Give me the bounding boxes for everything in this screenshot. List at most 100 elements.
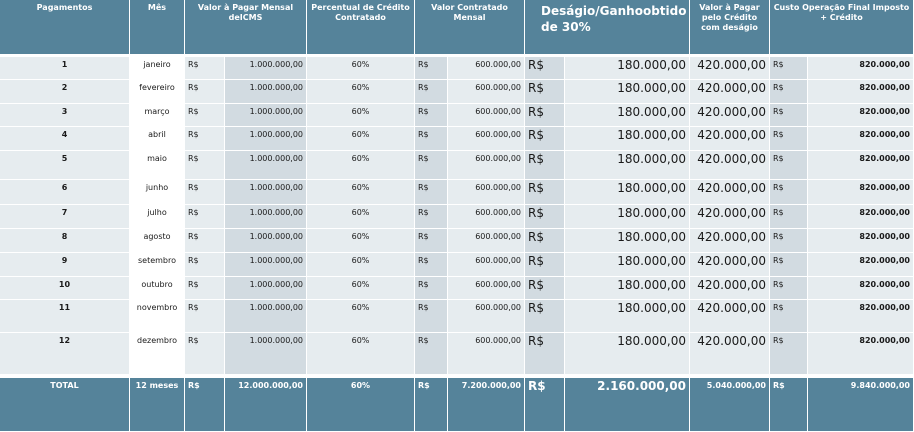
table-cell: R$	[415, 300, 448, 333]
table-cell: 820.000,00	[808, 205, 914, 229]
table-cell: 9	[0, 253, 130, 277]
table-cell: 420.000,00	[690, 205, 770, 229]
table-cell: 1.000.000,00	[225, 127, 307, 151]
table-cell: R$	[770, 127, 808, 151]
header-cell: Custo Operação Final Imposto + Crédito	[770, 0, 914, 55]
table-cell: 180.000,00	[565, 229, 690, 253]
table-cell: R$	[415, 253, 448, 277]
table-cell: 60%	[307, 57, 415, 80]
table-cell: junho	[130, 180, 185, 205]
table-cell: R$	[415, 333, 448, 375]
table-cell: 820.000,00	[808, 253, 914, 277]
table-cell: 2	[0, 80, 130, 104]
table-cell: 60%	[307, 104, 415, 127]
table-cell: fevereiro	[130, 80, 185, 104]
table-cell: maio	[130, 151, 185, 180]
table-cell: R$	[185, 180, 225, 205]
table-cell: 11	[0, 300, 130, 333]
table-cell: R$	[525, 180, 565, 205]
table-cell: 600.000,00	[448, 151, 525, 180]
table-cell: dezembro	[130, 333, 185, 375]
table-cell: 820.000,00	[808, 80, 914, 104]
table-cell: R$	[415, 229, 448, 253]
table-cell: 600.000,00	[448, 57, 525, 80]
table-cell: R$	[415, 80, 448, 104]
total-cell: 5.040.000,00	[690, 378, 770, 432]
table-cell: R$	[185, 300, 225, 333]
table-cell: R$	[770, 180, 808, 205]
table-cell: R$	[770, 80, 808, 104]
table-cell: 4	[0, 127, 130, 151]
table-cell: 60%	[307, 151, 415, 180]
table-cell: R$	[770, 277, 808, 300]
table-cell: R$	[415, 205, 448, 229]
table-cell: 7	[0, 205, 130, 229]
table-cell: novembro	[130, 300, 185, 333]
header-cell: Valor à Pagar Mensal deICMS	[185, 0, 307, 55]
table-cell: R$	[185, 80, 225, 104]
table-cell: 60%	[307, 333, 415, 375]
table-cell: 1	[0, 57, 130, 80]
table-cell: R$	[770, 57, 808, 80]
total-cell: 2.160.000,00	[565, 378, 690, 432]
table-cell: 600.000,00	[448, 300, 525, 333]
table-cell: 60%	[307, 205, 415, 229]
table-cell: 1.000.000,00	[225, 80, 307, 104]
table-cell: 3	[0, 104, 130, 127]
table-cell: R$	[415, 104, 448, 127]
table-cell: 600.000,00	[448, 104, 525, 127]
table-cell: R$	[185, 151, 225, 180]
total-cell: 12 meses	[130, 378, 185, 432]
table-cell: 420.000,00	[690, 104, 770, 127]
table-cell: março	[130, 104, 185, 127]
header-cell: Valor Contratado Mensal	[415, 0, 525, 55]
table-cell: 8	[0, 229, 130, 253]
table-cell: 180.000,00	[565, 180, 690, 205]
table-cell: 420.000,00	[690, 127, 770, 151]
table-cell: 1.000.000,00	[225, 277, 307, 300]
total-cell: R$	[770, 378, 808, 432]
table-cell: R$	[525, 151, 565, 180]
table-cell: R$	[770, 333, 808, 375]
table-cell: 180.000,00	[565, 205, 690, 229]
table-cell: 420.000,00	[690, 277, 770, 300]
table-cell: 180.000,00	[565, 151, 690, 180]
table-cell: 820.000,00	[808, 127, 914, 151]
table-cell: R$	[525, 300, 565, 333]
header-cell: Valor à Pagar pelo Crédito com deságio	[690, 0, 770, 55]
table-cell: R$	[185, 277, 225, 300]
table-cell: 1.000.000,00	[225, 229, 307, 253]
table-cell: setembro	[130, 253, 185, 277]
table-cell: R$	[525, 57, 565, 80]
table-cell: R$	[525, 205, 565, 229]
table-cell: 420.000,00	[690, 229, 770, 253]
table-cell: R$	[185, 333, 225, 375]
table-cell: 600.000,00	[448, 277, 525, 300]
table-cell: 420.000,00	[690, 57, 770, 80]
table-cell: 420.000,00	[690, 253, 770, 277]
table-cell: 1.000.000,00	[225, 180, 307, 205]
table-cell: 60%	[307, 229, 415, 253]
table-cell: 180.000,00	[565, 104, 690, 127]
table-cell: R$	[185, 57, 225, 80]
table-cell: 60%	[307, 300, 415, 333]
table-cell: 820.000,00	[808, 104, 914, 127]
table-cell: 180.000,00	[565, 277, 690, 300]
table-cell: 1.000.000,00	[225, 300, 307, 333]
table-cell: 180.000,00	[565, 80, 690, 104]
table-cell: R$	[770, 300, 808, 333]
table-cell: 60%	[307, 180, 415, 205]
table-cell: R$	[185, 229, 225, 253]
table-cell: R$	[185, 205, 225, 229]
total-cell: 60%	[307, 378, 415, 432]
total-cell: TOTAL	[0, 378, 130, 432]
table-cell: abril	[130, 127, 185, 151]
header-cell: Percentual de Crédito Contratado	[307, 0, 415, 55]
table-cell: R$	[770, 229, 808, 253]
table-cell: 12	[0, 333, 130, 375]
table-cell: 600.000,00	[448, 127, 525, 151]
total-cell: R$	[525, 378, 565, 432]
table-cell: 180.000,00	[565, 127, 690, 151]
table-cell: 420.000,00	[690, 80, 770, 104]
